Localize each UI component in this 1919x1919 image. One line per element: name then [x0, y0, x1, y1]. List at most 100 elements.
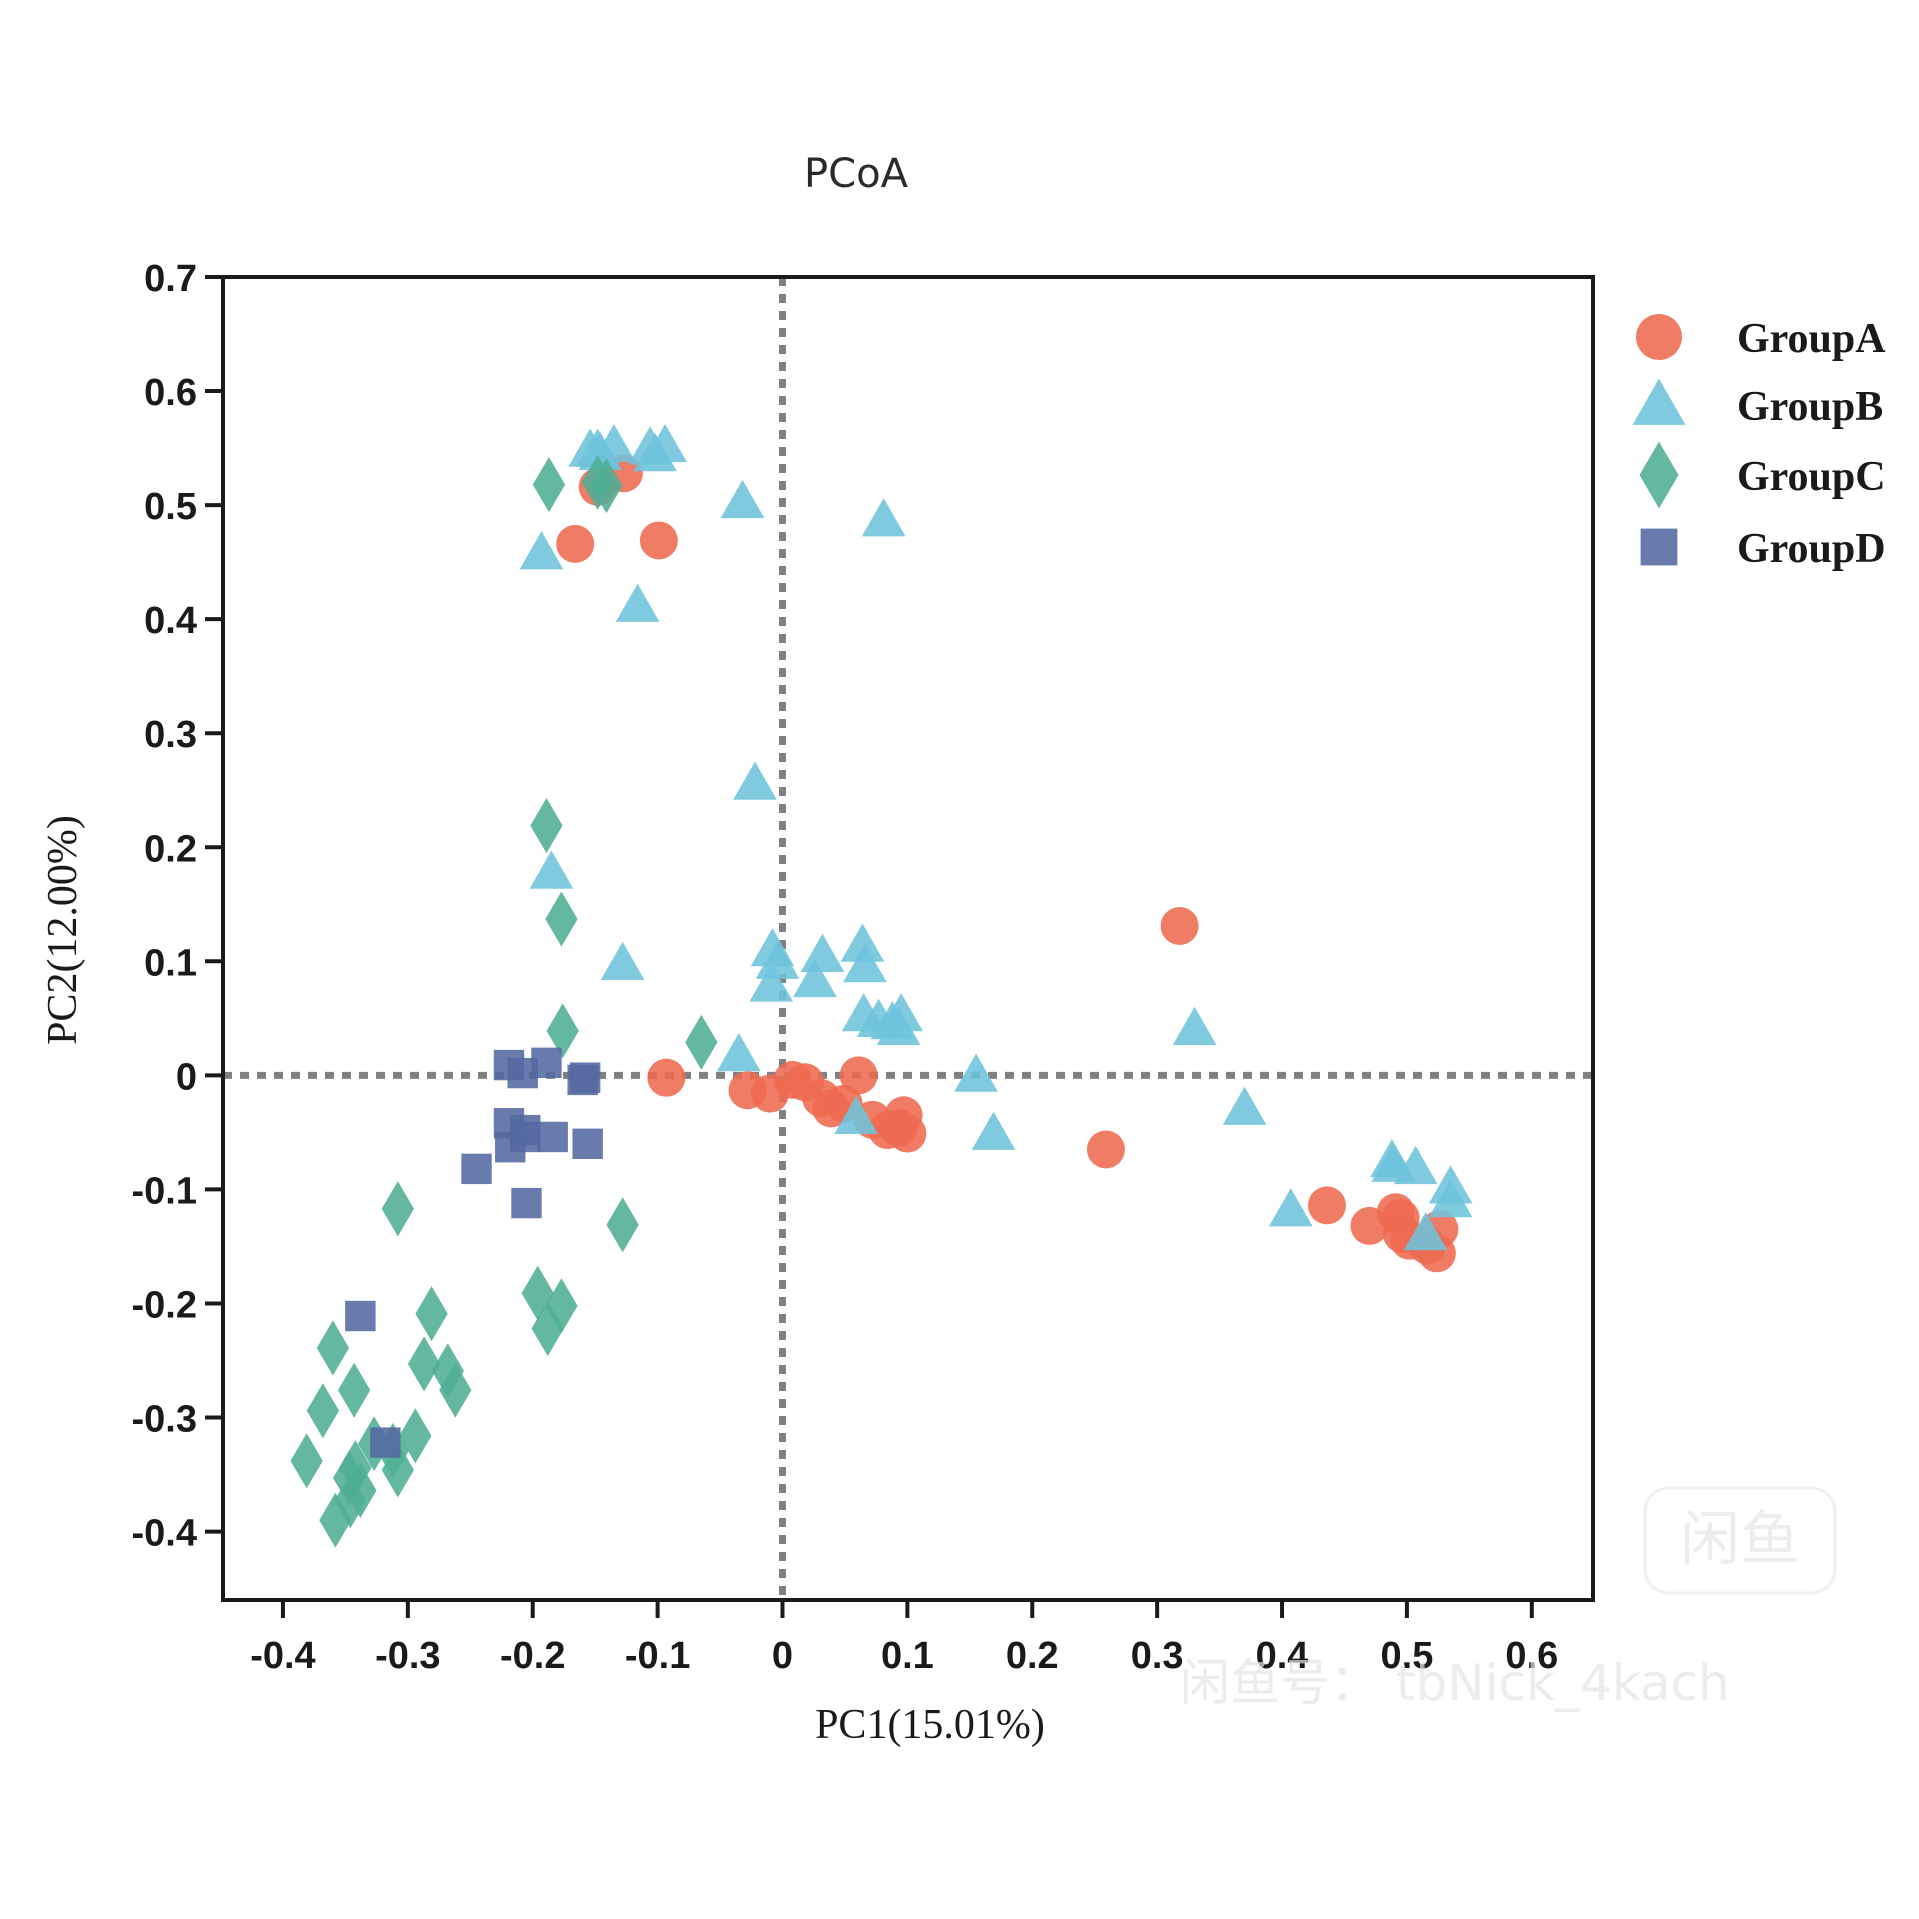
data-point-groupb [733, 761, 777, 800]
data-point-groupb [861, 498, 906, 537]
data-point-groupb [793, 958, 837, 998]
legend: GroupA GroupB GroupC GroupD [1632, 314, 1886, 572]
x-tick-label: -0.2 [500, 1635, 565, 1677]
data-point-groupb [529, 850, 574, 889]
x-tick-label: 0.1 [881, 1635, 934, 1677]
data-point-groupb [843, 944, 887, 983]
data-point-groupc [339, 1440, 372, 1496]
data-point-groupc [545, 891, 578, 947]
data-point-groupc [685, 1014, 718, 1070]
data-point-groupc [439, 1362, 472, 1418]
legend-label: GroupD [1737, 526, 1886, 572]
y-axis-title: PC2(12.00%) [40, 815, 86, 1045]
data-point-groupa [888, 1114, 927, 1153]
data-point-groupa [839, 1056, 878, 1095]
data-point-groupa [647, 1058, 686, 1097]
y-tick-label: 0 [176, 1056, 197, 1098]
x-tick-label: 0.3 [1131, 1635, 1184, 1677]
data-point-groupb [1268, 1188, 1313, 1227]
data-point-groupa [556, 524, 595, 563]
data-point-groupa [639, 521, 678, 560]
data-point-groupb [749, 963, 794, 1002]
data-point-groupd [461, 1153, 492, 1185]
data-point-groupc [316, 1320, 350, 1376]
data-point-groupb [720, 479, 765, 519]
x-tick-label: 0.6 [1505, 1635, 1558, 1677]
x-tick-label: 0.4 [1256, 1635, 1309, 1677]
data-point-groupc [381, 1181, 414, 1237]
x-tick-label: -0.3 [375, 1635, 440, 1677]
data-point-groupb [1222, 1086, 1267, 1125]
data-point-groupc [530, 798, 563, 854]
data-point-groupb [633, 433, 677, 472]
series-groupb [519, 423, 1473, 1251]
x-tick-label: 0.5 [1381, 1635, 1434, 1677]
data-point-groupa [1086, 1130, 1125, 1169]
data-point-groupc [546, 1003, 579, 1059]
legend-diamond-icon [1639, 441, 1679, 509]
data-point-groupa [1160, 906, 1199, 945]
x-tick-label: -0.1 [625, 1635, 690, 1677]
data-point-groupc [334, 1473, 367, 1529]
data-point-groupc [532, 457, 566, 513]
data-point-groupd [511, 1187, 542, 1219]
data-point-groupd [531, 1047, 562, 1079]
data-point-groupb [954, 1053, 998, 1092]
data-point-groupb [1428, 1178, 1473, 1218]
chart-title: PCoA [804, 151, 909, 197]
data-point-groupc [415, 1286, 448, 1342]
data-point-groupc [306, 1383, 340, 1439]
legend-item-groupa: GroupA [1636, 314, 1886, 362]
legend-square-icon [1640, 528, 1678, 566]
legend-item-groupc: GroupC [1639, 441, 1886, 509]
data-point-groupc [337, 1362, 371, 1418]
data-point-groupb [1403, 1212, 1448, 1251]
legend-item-groupd: GroupD [1640, 526, 1886, 572]
data-point-groupc [290, 1433, 323, 1489]
series-groupd [345, 1047, 603, 1458]
data-point-groupb [600, 941, 645, 980]
data-point-groupd [569, 1062, 601, 1093]
y-tick-label: 0.7 [144, 258, 197, 300]
watermark-badge [1643, 1486, 1837, 1595]
data-point-groupb [755, 940, 800, 979]
x-tick-label: 0.2 [1006, 1635, 1059, 1677]
y-tick-label: 0.2 [144, 828, 197, 870]
data-point-groupd [537, 1121, 568, 1153]
data-point-groupb [840, 923, 885, 962]
x-axis: -0.4 -0.3 -0.2 -0.1 0 0.1 0.2 0.3 0.4 0.5 0.6 [250, 1600, 1558, 1677]
legend-label: GroupC [1737, 454, 1886, 500]
watermark-text: 闲鱼号： tbNick_4kach [1180, 1654, 1730, 1712]
y-tick-label: 0.4 [144, 600, 197, 642]
x-tick-label: 0 [772, 1635, 793, 1677]
data-point-groupb [800, 933, 845, 972]
y-tick-label: 0.5 [144, 486, 197, 528]
watermark-badge-text: 闲鱼 [1680, 1505, 1800, 1575]
data-point-groupd [572, 1128, 603, 1159]
y-tick-label: -0.3 [132, 1399, 197, 1441]
data-point-groupb [716, 1032, 761, 1072]
data-point-groupd [345, 1300, 376, 1332]
data-point-groupb [1172, 1006, 1217, 1045]
legend-item-groupb: GroupB [1632, 378, 1883, 430]
y-tick-label: 0.6 [144, 372, 197, 414]
x-axis-title: PC1(15.01%) [815, 1702, 1045, 1748]
data-point-groupb [519, 531, 564, 570]
data-point-groupa [1307, 1186, 1346, 1225]
x-tick-label: -0.4 [250, 1635, 315, 1677]
data-point-groupb [615, 583, 660, 622]
data-point-groupb [592, 423, 636, 463]
data-point-groupb [1393, 1145, 1438, 1185]
legend-label: GroupA [1737, 316, 1886, 362]
data-point-groupc [407, 1336, 441, 1392]
data-point-groupc [399, 1408, 432, 1464]
data-markers [290, 423, 1473, 1548]
data-point-groupb [834, 1095, 879, 1134]
data-point-groupc [531, 1301, 564, 1357]
plot-frame [221, 275, 1595, 1602]
data-point-groupc [590, 458, 623, 514]
data-point-groupd [370, 1427, 401, 1458]
reference-lines [223, 277, 1593, 1600]
legend-label: GroupB [1737, 384, 1883, 430]
